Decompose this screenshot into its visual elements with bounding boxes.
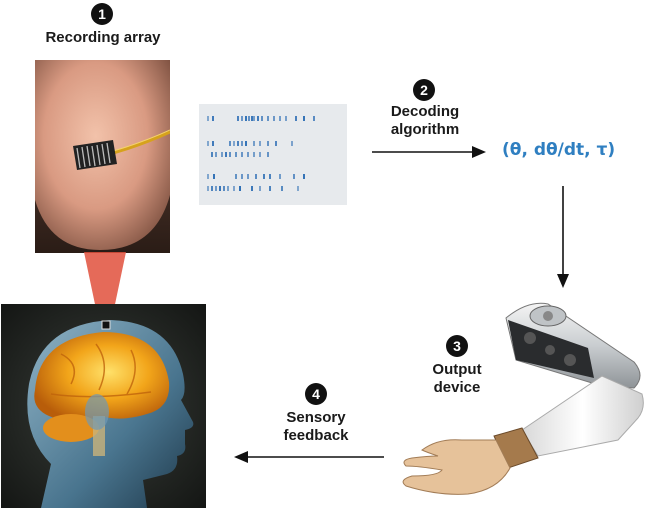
step-4-label: Sensory feedback bbox=[258, 409, 374, 445]
spike-mark bbox=[295, 116, 297, 121]
step-2-badge: 2 bbox=[413, 79, 435, 101]
spike-mark bbox=[279, 116, 281, 121]
spike-mark bbox=[212, 141, 214, 146]
fingertip-icon bbox=[35, 60, 170, 253]
spike-mark bbox=[207, 186, 209, 191]
step-1-label: Recording array bbox=[45, 29, 161, 46]
step-4-label-line-1: Sensory bbox=[286, 409, 346, 426]
spike-mark bbox=[225, 152, 227, 157]
spike-mark bbox=[251, 116, 253, 121]
step-3-label: Output device bbox=[402, 361, 512, 397]
spike-mark bbox=[215, 186, 217, 191]
spike-mark bbox=[227, 186, 229, 191]
spike-mark bbox=[267, 141, 269, 146]
spike-mark bbox=[235, 174, 237, 179]
electrode-array-icon bbox=[73, 140, 117, 170]
spike-mark bbox=[207, 116, 209, 121]
spike-mark bbox=[253, 141, 255, 146]
spike-mark bbox=[233, 186, 235, 191]
spike-mark bbox=[261, 116, 263, 121]
spike-mark bbox=[239, 186, 241, 191]
step-2-label-line-2: algorithm bbox=[390, 121, 460, 138]
spike-mark bbox=[247, 152, 249, 157]
spike-raster bbox=[199, 104, 347, 205]
step-3-label-line-2: device bbox=[433, 379, 481, 396]
spike-mark bbox=[223, 186, 225, 191]
step-3-label-line-1: Output bbox=[432, 361, 482, 378]
spike-mark bbox=[221, 152, 223, 157]
spike-mark bbox=[248, 116, 250, 121]
step-4-label-line-2: feedback bbox=[283, 427, 349, 444]
step-1-badge: 1 bbox=[91, 3, 113, 25]
spike-mark bbox=[233, 141, 235, 146]
implant-marker bbox=[101, 320, 111, 330]
spike-mark bbox=[269, 174, 271, 179]
spike-mark bbox=[313, 116, 315, 121]
spike-mark bbox=[215, 152, 217, 157]
spike-mark bbox=[279, 174, 281, 179]
spike-mark bbox=[267, 152, 269, 157]
spike-mark bbox=[207, 141, 209, 146]
spike-mark bbox=[213, 174, 215, 179]
spike-mark bbox=[237, 141, 239, 146]
arrow-to-formula bbox=[372, 146, 486, 158]
spike-mark bbox=[253, 152, 255, 157]
spike-mark bbox=[285, 116, 287, 121]
step-2-label-line-1: Decoding bbox=[390, 103, 460, 120]
spike-mark bbox=[207, 174, 209, 179]
spike-mark bbox=[303, 116, 305, 121]
spike-mark bbox=[241, 116, 243, 121]
spike-mark bbox=[241, 174, 243, 179]
spike-mark bbox=[257, 116, 259, 121]
spike-mark bbox=[269, 186, 271, 191]
zoom-connector bbox=[84, 252, 126, 328]
spike-mark bbox=[212, 116, 214, 121]
spike-mark bbox=[267, 116, 269, 121]
prosthetic-arm-icon bbox=[402, 302, 644, 495]
spike-mark bbox=[245, 116, 247, 121]
spike-mark bbox=[293, 174, 295, 179]
spike-mark bbox=[229, 152, 231, 157]
spike-mark bbox=[211, 186, 213, 191]
spike-mark bbox=[259, 141, 261, 146]
spike-mark bbox=[291, 141, 293, 146]
spike-mark bbox=[211, 152, 213, 157]
spike-mark bbox=[253, 116, 255, 121]
spike-mark bbox=[219, 186, 221, 191]
spike-mark bbox=[259, 152, 261, 157]
brain-image bbox=[1, 304, 206, 508]
spike-mark bbox=[281, 186, 283, 191]
spike-mark bbox=[235, 152, 237, 157]
spike-mark bbox=[273, 116, 275, 121]
spike-mark bbox=[241, 152, 243, 157]
step-4-badge: 4 bbox=[305, 383, 327, 405]
spike-mark bbox=[263, 174, 265, 179]
step-3-badge: 3 bbox=[446, 335, 468, 357]
spike-mark bbox=[247, 174, 249, 179]
spike-mark bbox=[241, 141, 243, 146]
recording-array-image bbox=[35, 60, 170, 253]
spike-mark bbox=[229, 141, 231, 146]
spike-mark bbox=[255, 174, 257, 179]
arrow-to-output bbox=[557, 186, 569, 288]
spike-mark bbox=[237, 116, 239, 121]
spike-mark bbox=[251, 186, 253, 191]
arrow-to-brain bbox=[234, 451, 384, 463]
spike-mark bbox=[275, 141, 277, 146]
spike-mark bbox=[297, 186, 299, 191]
step-2-label: Decoding algorithm bbox=[366, 103, 484, 139]
human-head-icon bbox=[1, 304, 206, 508]
decoded-variables: (θ, dθ/dt, τ) bbox=[502, 140, 616, 160]
spike-mark bbox=[259, 186, 261, 191]
spike-mark bbox=[245, 141, 247, 146]
spike-mark bbox=[303, 174, 305, 179]
